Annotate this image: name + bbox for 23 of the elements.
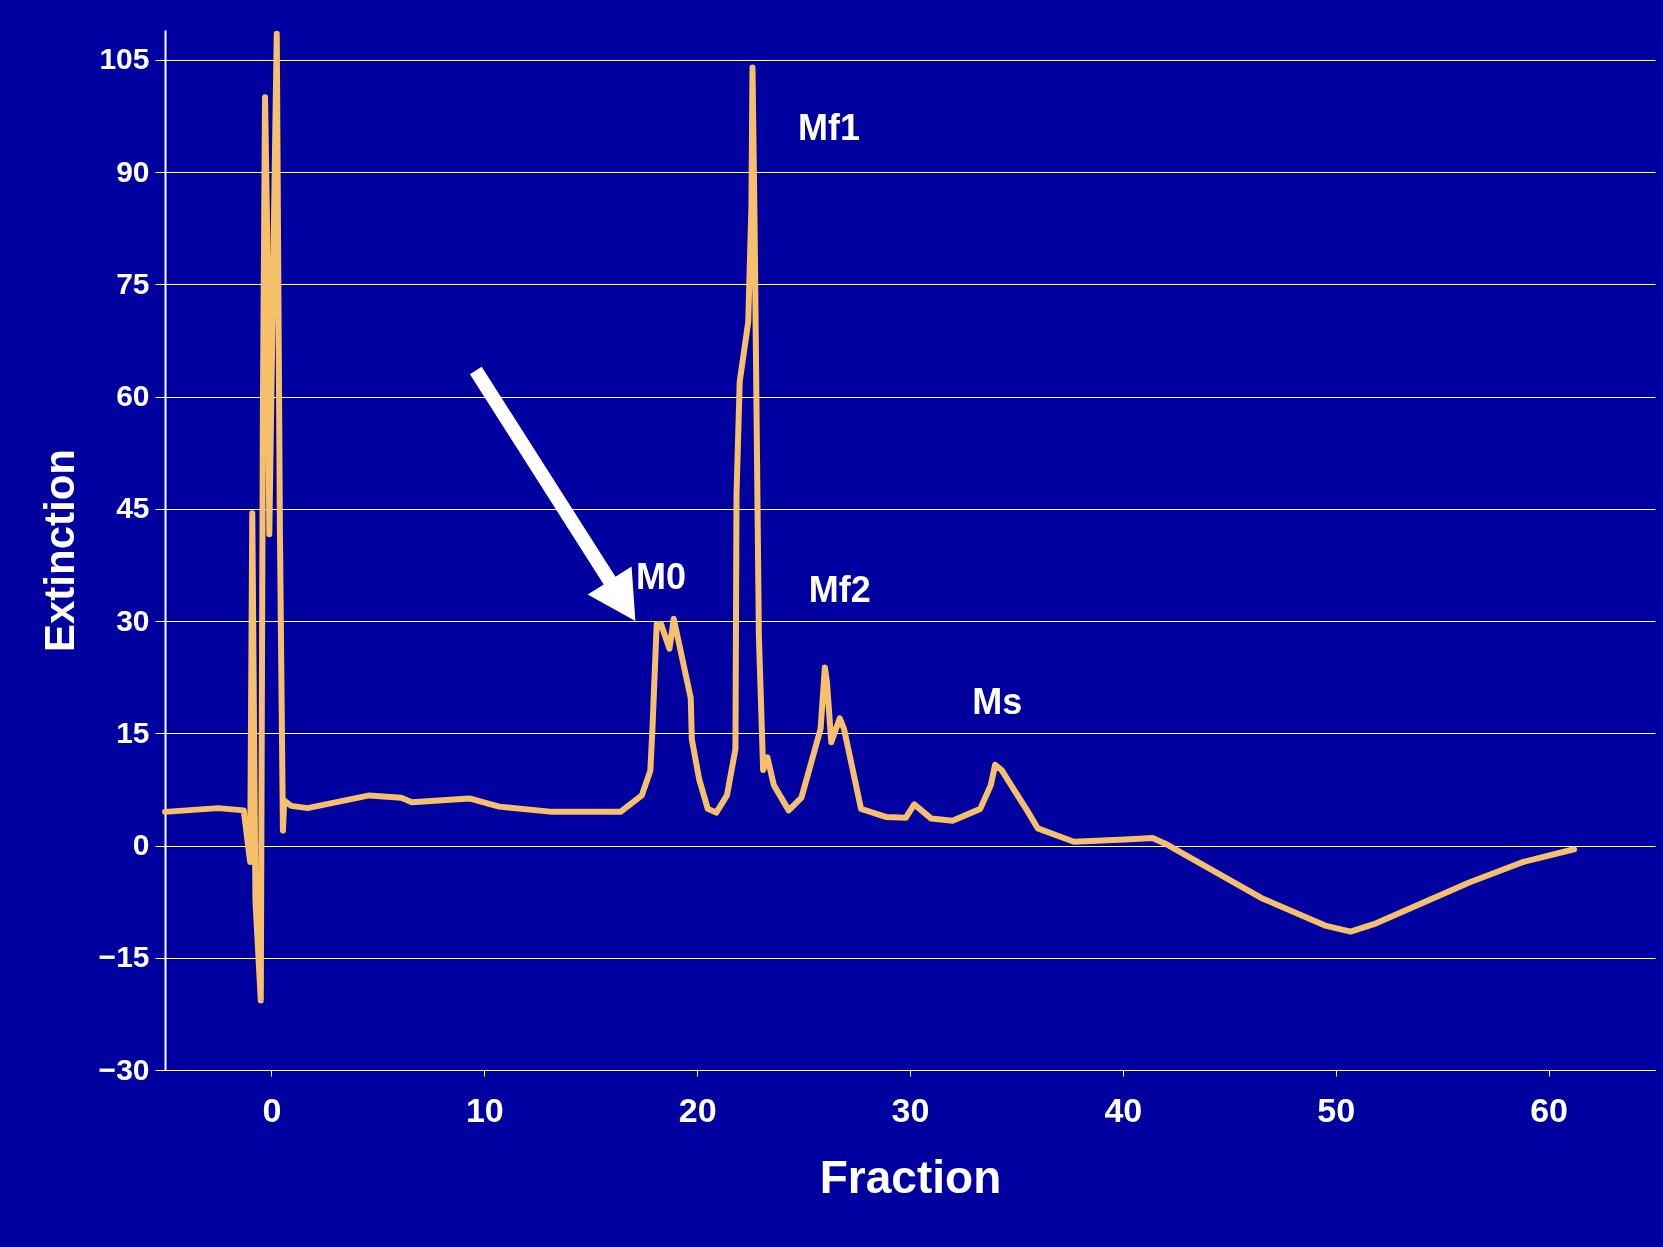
y-tick-label: 0	[132, 828, 150, 862]
x-tick-label: 40	[1104, 1090, 1143, 1129]
x-tick-label: 60	[1530, 1090, 1568, 1129]
y-tick-label: 15	[116, 715, 150, 749]
y-axis-title: Extinction	[35, 448, 83, 653]
x-tick-label: 50	[1317, 1090, 1356, 1129]
x-tick-label: 10	[465, 1090, 504, 1129]
x-tick-label: 0	[262, 1090, 282, 1129]
x-axis-title: Fraction	[819, 1150, 1002, 1203]
y-tick-label: 45	[116, 491, 150, 525]
y-tick-label: −15	[98, 940, 150, 974]
x-tick-label: 30	[891, 1090, 930, 1129]
x-tick-label: 20	[678, 1090, 717, 1129]
y-tick-label: 105	[99, 42, 150, 76]
y-tick-label: −30	[98, 1052, 150, 1086]
annotation: Ms	[972, 681, 1023, 723]
annotation: Mf1	[798, 106, 861, 148]
y-tick-label: 60	[116, 379, 150, 413]
y-tick-label: 75	[116, 266, 150, 300]
y-tick-label: 30	[116, 603, 150, 637]
y-tick-label: 90	[116, 154, 150, 188]
annotation: M0	[635, 555, 686, 597]
annotation: Mf2	[808, 569, 871, 611]
